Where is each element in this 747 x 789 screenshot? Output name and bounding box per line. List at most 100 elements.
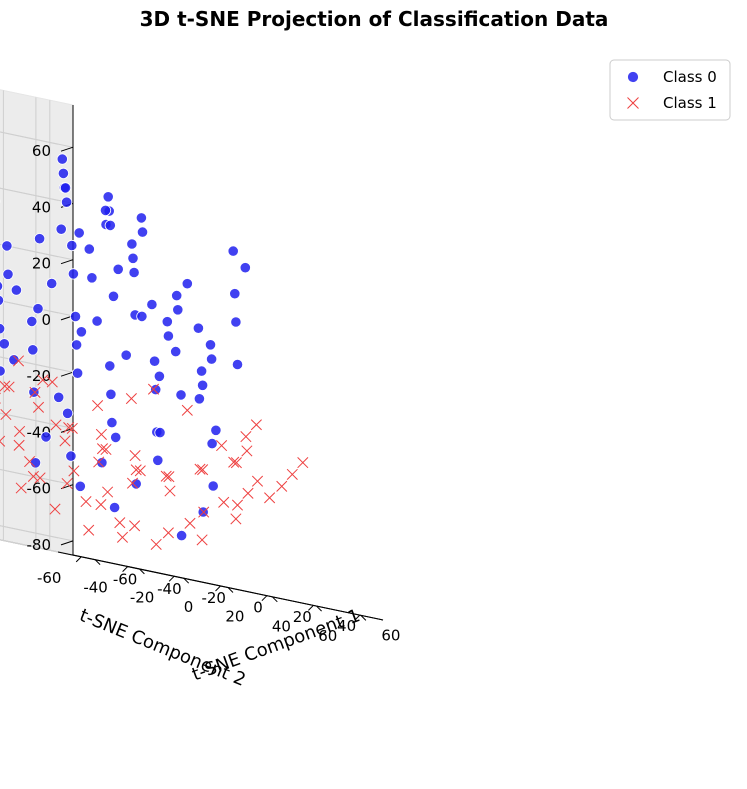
data-point-class-1 bbox=[162, 527, 174, 539]
z-tick-label: 60 bbox=[32, 142, 51, 160]
legend-marker-class-0 bbox=[627, 71, 639, 83]
data-point-class-1 bbox=[49, 503, 61, 515]
data-point-class-1 bbox=[37, 374, 49, 386]
data-point-class-1 bbox=[129, 450, 141, 462]
z-tick-label: -60 bbox=[27, 480, 52, 498]
data-point-class-0 bbox=[26, 315, 38, 327]
data-point-class-1 bbox=[32, 401, 45, 413]
data-point-class-1 bbox=[134, 465, 146, 477]
grid-line-z-left bbox=[0, 187, 74, 204]
data-point-class-0 bbox=[206, 437, 218, 450]
y-tick-mark bbox=[122, 566, 128, 572]
y-tick-mark bbox=[261, 595, 268, 602]
data-point-class-0 bbox=[67, 268, 80, 280]
data-point-class-1 bbox=[125, 393, 137, 405]
data-point-class-0 bbox=[0, 323, 6, 335]
z-tick-label: 0 bbox=[41, 311, 51, 329]
data-point-class-0 bbox=[161, 316, 173, 328]
data-point-class-0 bbox=[60, 196, 73, 208]
data-point-class-1 bbox=[160, 470, 172, 482]
data-point-class-1 bbox=[92, 400, 104, 412]
legend-label-class-0: Class 0 bbox=[663, 68, 717, 86]
x-tick-label: -40 bbox=[157, 580, 182, 598]
data-point-class-0 bbox=[99, 204, 112, 216]
grid-line-z-left bbox=[0, 525, 74, 542]
grid-line-z-left bbox=[0, 243, 74, 261]
z-tick-mark bbox=[60, 146, 74, 152]
data-point-class-1 bbox=[13, 439, 25, 451]
data-point-class-0 bbox=[206, 353, 218, 365]
data-point-class-0 bbox=[72, 367, 84, 379]
axis-lines bbox=[57, 105, 384, 621]
x-tick-mark bbox=[139, 568, 145, 575]
z-tick-label: 20 bbox=[32, 255, 51, 273]
data-point-class-0 bbox=[10, 284, 22, 296]
data-point-class-1 bbox=[114, 517, 126, 529]
y-tick-mark bbox=[308, 605, 314, 611]
y-tick-label: -60 bbox=[37, 569, 62, 587]
data-point-class-1 bbox=[68, 465, 80, 477]
data-point-class-1 bbox=[198, 506, 210, 518]
z-tick-label: 40 bbox=[32, 198, 51, 216]
data-point-class-0 bbox=[104, 360, 116, 372]
x-tick-mark bbox=[316, 605, 322, 612]
x-tick-label: 0 bbox=[253, 599, 263, 617]
data-point-class-1 bbox=[24, 456, 36, 468]
x-tick-mark bbox=[94, 559, 101, 565]
data-point-class-1 bbox=[80, 496, 92, 508]
data-point-class-0 bbox=[27, 344, 39, 356]
y-tick-label: 0 bbox=[184, 598, 194, 616]
data-point-class-0 bbox=[96, 457, 108, 469]
data-point-class-1 bbox=[286, 468, 298, 480]
data-points bbox=[0, 153, 309, 550]
data-point-class-0 bbox=[57, 167, 70, 179]
y-tick-label: 60 bbox=[318, 627, 337, 645]
z-tick-mark bbox=[60, 371, 74, 377]
data-point-class-0 bbox=[1, 240, 13, 252]
y-tick-label: 40 bbox=[272, 617, 291, 635]
data-point-class-0 bbox=[136, 226, 149, 238]
data-point-class-1 bbox=[150, 538, 162, 550]
data-point-class-1 bbox=[196, 534, 208, 546]
data-point-class-0 bbox=[229, 288, 241, 300]
data-point-class-0 bbox=[153, 370, 165, 382]
data-point-class-1 bbox=[3, 381, 15, 393]
data-point-class-1 bbox=[264, 492, 276, 504]
data-point-class-1 bbox=[163, 471, 175, 483]
x-tick-mark bbox=[227, 587, 234, 593]
data-point-class-1 bbox=[126, 477, 139, 489]
data-point-class-1 bbox=[93, 456, 105, 468]
data-point-class-0 bbox=[46, 277, 58, 290]
data-point-class-0 bbox=[176, 529, 188, 542]
data-point-class-0 bbox=[128, 266, 140, 279]
data-point-class-0 bbox=[150, 383, 162, 396]
data-point-class-0 bbox=[136, 310, 148, 322]
data-point-class-0 bbox=[55, 223, 67, 235]
data-point-class-0 bbox=[146, 298, 158, 311]
x-tick-label: -60 bbox=[113, 571, 138, 589]
data-point-class-1 bbox=[0, 408, 12, 421]
y-axis-label: t-SNE Component 2 bbox=[76, 605, 248, 691]
data-point-class-0 bbox=[65, 450, 77, 462]
data-point-class-0 bbox=[61, 407, 74, 419]
data-point-class-1 bbox=[66, 422, 78, 434]
data-point-class-0 bbox=[91, 315, 103, 327]
data-point-class-0 bbox=[127, 252, 139, 264]
data-point-class-0 bbox=[33, 233, 46, 245]
data-point-class-0 bbox=[53, 391, 65, 403]
data-point-class-0 bbox=[162, 330, 174, 342]
data-point-class-0 bbox=[110, 431, 122, 443]
data-point-class-1 bbox=[83, 524, 95, 536]
grid-line-z-left bbox=[0, 468, 74, 486]
data-point-class-0 bbox=[75, 326, 88, 338]
data-point-class-1 bbox=[242, 487, 254, 499]
data-point-class-0 bbox=[73, 227, 85, 239]
data-point-class-1 bbox=[100, 443, 112, 456]
data-point-class-1 bbox=[95, 428, 107, 440]
data-point-class-0 bbox=[71, 339, 83, 351]
x-tick-label: 20 bbox=[293, 608, 312, 626]
data-point-class-0 bbox=[104, 219, 116, 231]
data-point-class-0 bbox=[175, 389, 187, 401]
data-point-class-0 bbox=[59, 182, 72, 194]
